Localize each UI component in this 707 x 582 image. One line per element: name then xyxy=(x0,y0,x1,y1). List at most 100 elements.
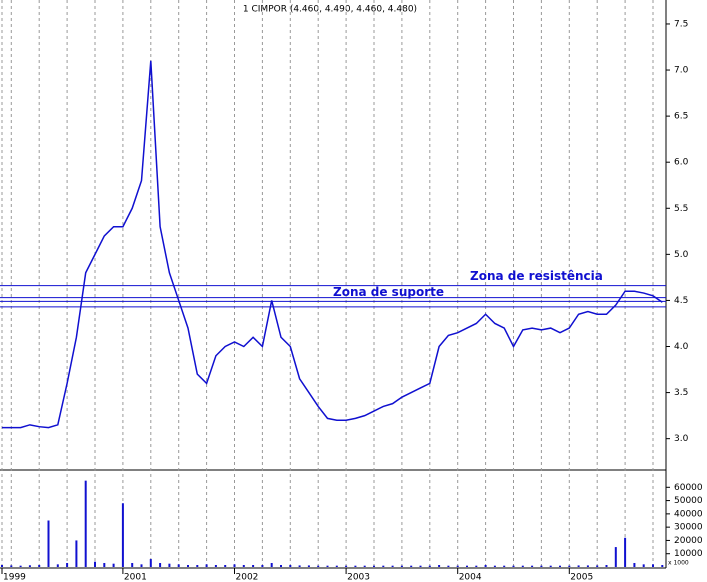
y-tick-label: 5.5 xyxy=(674,204,688,214)
volume-bar xyxy=(559,565,561,567)
y-tick-label: 7.0 xyxy=(674,66,689,76)
volume-bar xyxy=(307,565,310,567)
volume-bar xyxy=(614,547,617,567)
volume-bar xyxy=(419,565,422,567)
volume-bar xyxy=(373,565,375,567)
volume-bar xyxy=(363,565,366,567)
volume-bar xyxy=(28,565,31,567)
price-line xyxy=(2,60,663,429)
volume-bar xyxy=(121,503,124,567)
annotation: Zona de resistência xyxy=(470,269,603,283)
volume-bar xyxy=(75,540,78,567)
volume-bar xyxy=(112,563,115,567)
volume-bar xyxy=(326,565,329,567)
volume-bar xyxy=(103,563,106,567)
volume-bar xyxy=(242,565,245,567)
volume-bar xyxy=(661,565,664,567)
volume-bar xyxy=(47,520,50,567)
volume-bar xyxy=(317,565,320,567)
x-tick-label: 2002 xyxy=(236,573,259,582)
volume-bar xyxy=(493,565,496,567)
volume-bar xyxy=(652,564,654,567)
y-tick-label: 40000 xyxy=(674,509,703,519)
volume-bar xyxy=(345,565,348,567)
volume-bar xyxy=(10,565,13,567)
x-tick-label: 1999 xyxy=(3,573,26,582)
volume-bar xyxy=(38,565,41,567)
volume-bar xyxy=(391,565,394,567)
volume-bar xyxy=(233,564,236,567)
y-tick-label: 6.0 xyxy=(674,158,689,168)
volume-bar xyxy=(605,565,608,567)
unit-label: x 1000 xyxy=(668,560,689,567)
volume-bar xyxy=(596,565,599,567)
x-tick-label: 2001 xyxy=(124,573,147,582)
volume-bar xyxy=(270,563,273,567)
volume-bar xyxy=(289,565,292,567)
volume-bar xyxy=(586,565,589,567)
volume-bar xyxy=(428,565,431,567)
volume-bar xyxy=(521,565,524,567)
volume-bar xyxy=(466,565,468,567)
y-tick-label: 60000 xyxy=(674,483,703,493)
volume-bar xyxy=(577,565,580,567)
volume-bar xyxy=(456,565,459,567)
volume-bar xyxy=(447,565,450,567)
volume-bar xyxy=(168,563,171,567)
x-tick-label: 2004 xyxy=(459,573,482,582)
volume-bar xyxy=(94,561,96,567)
volume-bar xyxy=(159,563,162,567)
volume-bar xyxy=(549,565,552,567)
volume-bar xyxy=(633,563,636,567)
y-tick-label: 5.0 xyxy=(674,250,689,260)
volume-bar xyxy=(484,565,487,567)
volume-bar xyxy=(187,565,189,567)
volume-bar xyxy=(503,565,506,567)
volume-bar xyxy=(214,565,217,567)
volume-bar xyxy=(252,565,255,567)
volume-bar xyxy=(335,565,338,567)
y-tick-label: 3.5 xyxy=(674,388,688,398)
volume-bar xyxy=(475,565,478,567)
volume-bar xyxy=(140,564,143,567)
volume-bar xyxy=(298,565,301,567)
x-tick-label: 2003 xyxy=(347,573,370,582)
y-tick-label: 20000 xyxy=(674,536,703,546)
y-tick-label: 6.5 xyxy=(674,112,688,122)
volume-bar xyxy=(400,565,403,567)
volume-bar xyxy=(177,564,180,567)
volume-bar xyxy=(131,563,134,567)
y-tick-label: 10000 xyxy=(674,549,703,559)
volume-bar xyxy=(205,564,208,567)
volume-bar xyxy=(512,565,515,567)
volume-bar xyxy=(438,565,441,567)
chart-title: 1 CIMPOR (4.460, 4.490, 4.460, 4.480) xyxy=(243,5,417,15)
y-tick-label: 7.5 xyxy=(674,19,688,29)
volume-bar xyxy=(540,565,543,567)
y-tick-label: 30000 xyxy=(674,523,703,533)
volume-bar xyxy=(280,565,282,567)
volume-bar xyxy=(149,559,152,567)
volume-bar xyxy=(196,565,199,567)
volume-bar xyxy=(624,537,627,567)
volume-bar xyxy=(66,563,69,567)
volume-bar xyxy=(84,480,87,567)
volume-bar xyxy=(1,565,3,567)
volume-bar xyxy=(382,565,385,567)
x-tick-label: 2005 xyxy=(570,573,593,582)
volume-bar xyxy=(354,565,357,567)
volume-bar xyxy=(410,565,413,567)
volume-bar xyxy=(19,565,22,567)
volume-bar xyxy=(224,565,227,567)
y-tick-label: 3.0 xyxy=(674,434,689,444)
volume-bar xyxy=(568,565,571,567)
y-tick-label: 4.0 xyxy=(674,342,689,352)
y-tick-label: 4.5 xyxy=(674,296,688,306)
volume-bar xyxy=(261,565,264,567)
volume-bar xyxy=(56,564,59,567)
volume-bar xyxy=(531,565,534,567)
y-tick-label: 50000 xyxy=(674,496,703,506)
volume-bar xyxy=(642,564,645,567)
